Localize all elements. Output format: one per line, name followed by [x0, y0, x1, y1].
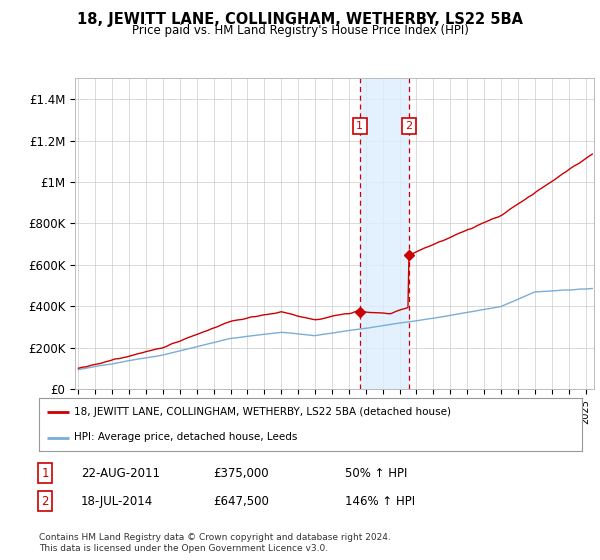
- Text: Price paid vs. HM Land Registry's House Price Index (HPI): Price paid vs. HM Land Registry's House …: [131, 24, 469, 36]
- Text: HPI: Average price, detached house, Leeds: HPI: Average price, detached house, Leed…: [74, 432, 298, 442]
- Text: 22-AUG-2011: 22-AUG-2011: [81, 466, 160, 480]
- Text: 18, JEWITT LANE, COLLINGHAM, WETHERBY, LS22 5BA (detached house): 18, JEWITT LANE, COLLINGHAM, WETHERBY, L…: [74, 408, 451, 418]
- Text: 1: 1: [356, 121, 363, 131]
- Text: 1: 1: [41, 466, 49, 480]
- Text: 2: 2: [41, 494, 49, 508]
- Text: £375,000: £375,000: [213, 466, 269, 480]
- Text: £647,500: £647,500: [213, 494, 269, 508]
- Text: Contains HM Land Registry data © Crown copyright and database right 2024.
This d: Contains HM Land Registry data © Crown c…: [39, 533, 391, 553]
- Text: 18-JUL-2014: 18-JUL-2014: [81, 494, 153, 508]
- Text: 2: 2: [405, 121, 412, 131]
- Text: 146% ↑ HPI: 146% ↑ HPI: [345, 494, 415, 508]
- Text: 50% ↑ HPI: 50% ↑ HPI: [345, 466, 407, 480]
- Text: 18, JEWITT LANE, COLLINGHAM, WETHERBY, LS22 5BA: 18, JEWITT LANE, COLLINGHAM, WETHERBY, L…: [77, 12, 523, 27]
- Bar: [359, 78, 409, 389]
